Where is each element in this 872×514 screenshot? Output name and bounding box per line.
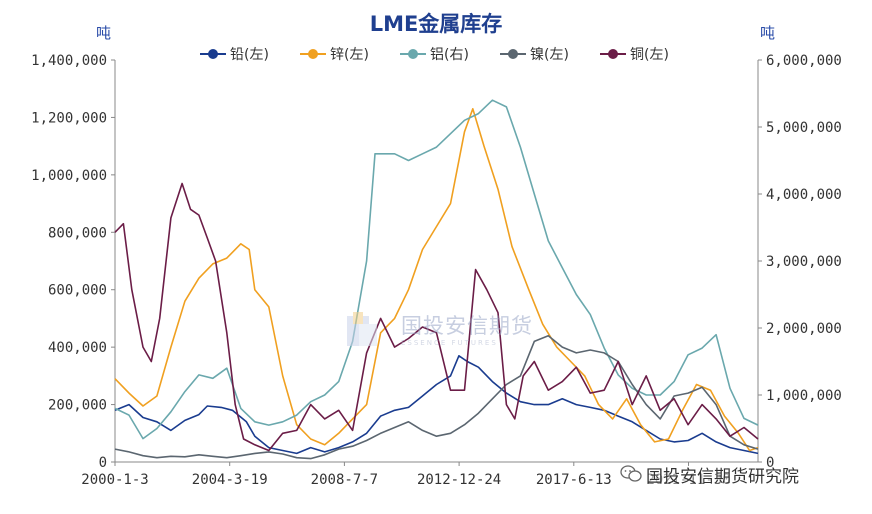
x-tick-label: 2008-7-7	[311, 472, 378, 488]
chart-title: LME金属库存	[369, 12, 503, 36]
x-tick-label: 2017-6-13	[536, 472, 612, 488]
wechat-account-name: 国投安信期货研究院	[646, 466, 799, 487]
left-tick-label: 400,000	[48, 340, 107, 356]
legend: 铅(左) 锌(左) 铝(右) 镍(左) 铜(左)	[200, 44, 700, 64]
right-tick-label: 3,000,000	[766, 254, 842, 270]
left-tick-label: 600,000	[48, 283, 107, 299]
series-line	[114, 108, 759, 452]
left-tick-label: 1,200,000	[31, 110, 107, 126]
legend-marker-icon	[400, 44, 426, 64]
series-line	[114, 182, 759, 452]
left-tick-label: 200,000	[48, 398, 107, 414]
x-tick-label: 2021-11-30	[646, 472, 730, 488]
legend-label: 铅(左)	[230, 47, 269, 63]
x-tick-label: 2004-3-19	[192, 472, 268, 488]
legend-marker-icon	[600, 44, 626, 64]
watermark-subtext: ESSENCE FUTURES	[401, 339, 498, 347]
x-tick-label: 2000-1-3	[81, 472, 148, 488]
right-tick-label: 6,000,000	[766, 53, 842, 69]
watermark-text: 国投安信期货	[401, 314, 533, 338]
watermark-logo-icon	[347, 312, 377, 346]
right-axis-unit: 吨	[760, 24, 776, 42]
series-line	[114, 99, 759, 440]
right-tick-label: 2,000,000	[766, 321, 842, 337]
legend-marker-icon	[200, 44, 226, 64]
legend-label: 锌(左)	[330, 47, 369, 63]
watermark: 国投安信期货 ESSENCE FUTURES	[345, 306, 575, 358]
wechat-icon	[620, 465, 642, 482]
left-axis-unit: 吨	[96, 24, 112, 42]
legend-item: 铜(左)	[600, 44, 669, 64]
legend-marker-icon	[500, 44, 526, 64]
legend-item: 铅(左)	[200, 44, 269, 64]
left-tick-label: 0	[99, 455, 107, 471]
legend-item: 锌(左)	[300, 44, 369, 64]
legend-label: 镍(左)	[530, 47, 569, 63]
left-tick-label: 1,400,000	[31, 53, 107, 69]
series-line	[114, 355, 759, 455]
left-tick-label: 1,000,000	[31, 168, 107, 184]
legend-label: 铜(左)	[630, 47, 669, 63]
series-line	[114, 334, 759, 460]
legend-item: 镍(左)	[500, 44, 569, 64]
right-tick-label: 0	[766, 455, 774, 471]
legend-item: 铝(右)	[400, 44, 469, 64]
right-tick-label: 4,000,000	[766, 187, 842, 203]
wechat-footer: 国投安信期货研究院	[620, 462, 799, 487]
x-tick-label: 2012-12-24	[417, 472, 501, 488]
right-tick-label: 5,000,000	[766, 120, 842, 136]
right-tick-label: 1,000,000	[766, 388, 842, 404]
legend-marker-icon	[300, 44, 326, 64]
left-tick-label: 800,000	[48, 225, 107, 241]
legend-label: 铝(右)	[430, 47, 469, 63]
